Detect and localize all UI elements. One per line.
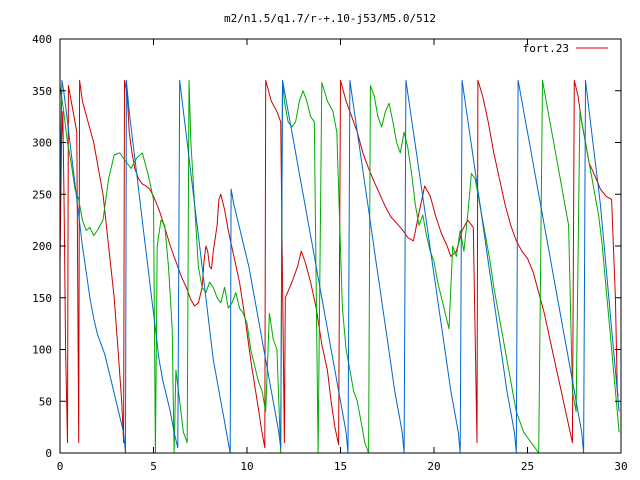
y-tick-label: 0 — [45, 447, 52, 460]
y-tick-label: 50 — [39, 395, 52, 408]
series-line-3 — [59, 79, 620, 454]
chart-title: m2/n1.5/q1.7/r-+.10-j53/M5.0/512 — [224, 12, 436, 25]
series-line-1 — [59, 79, 619, 449]
series-layer — [59, 79, 620, 454]
x-tick-label: 5 — [150, 460, 157, 473]
y-tick-label: 300 — [32, 137, 52, 150]
series-line-2 — [59, 79, 620, 454]
y-tick-label: 200 — [32, 240, 52, 253]
y-tick-label: 400 — [32, 33, 52, 46]
axis-ticks — [59, 38, 622, 454]
x-tick-label: 25 — [521, 460, 534, 473]
x-tick-label: 15 — [334, 460, 347, 473]
y-tick-label: 150 — [32, 292, 52, 305]
legend: fort.23 — [523, 42, 608, 55]
legend-label: fort.23 — [523, 42, 569, 55]
x-tick-label: 10 — [240, 460, 253, 473]
y-tick-label: 350 — [32, 85, 52, 98]
y-tick-label: 100 — [32, 344, 52, 357]
y-tick-label: 250 — [32, 188, 52, 201]
x-tick-label: 0 — [57, 460, 64, 473]
x-tick-label: 20 — [427, 460, 440, 473]
x-tick-label: 30 — [614, 460, 627, 473]
